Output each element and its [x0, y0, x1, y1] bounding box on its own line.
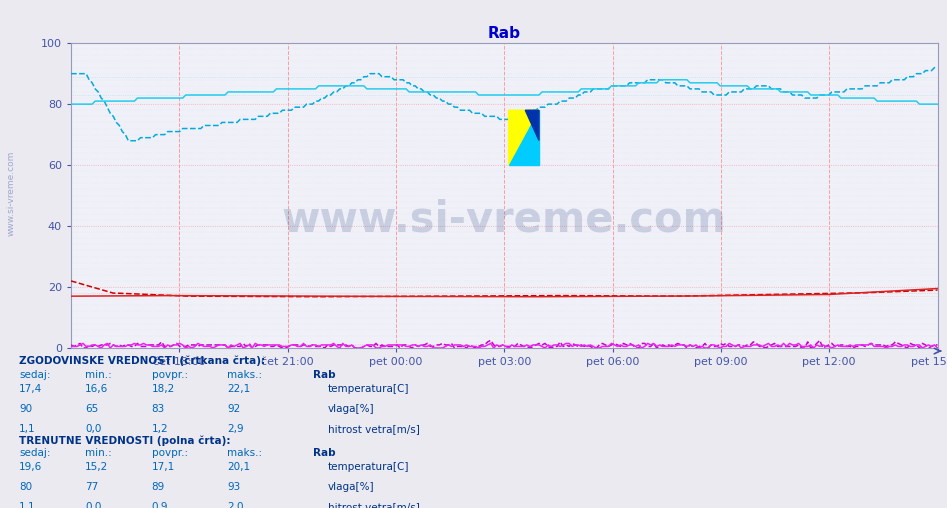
Text: TRENUTNE VREDNOSTI (polna črta):: TRENUTNE VREDNOSTI (polna črta): [19, 435, 230, 446]
Text: 2,9: 2,9 [227, 424, 244, 434]
Text: min.:: min.: [85, 448, 112, 458]
Text: 20,1: 20,1 [227, 462, 250, 472]
Text: 0,0: 0,0 [85, 424, 101, 434]
Text: 92: 92 [227, 404, 241, 414]
Text: maks.:: maks.: [227, 370, 262, 380]
Text: min.:: min.: [85, 370, 112, 380]
Text: 17,4: 17,4 [19, 384, 43, 394]
Text: 93: 93 [227, 482, 241, 492]
Text: ZGODOVINSKE VREDNOSTI (črtkana črta):: ZGODOVINSKE VREDNOSTI (črtkana črta): [19, 356, 265, 366]
Text: 2,0: 2,0 [227, 502, 243, 508]
Text: 17,1: 17,1 [152, 462, 175, 472]
Text: www.si-vreme.com: www.si-vreme.com [282, 199, 726, 241]
Polygon shape [509, 110, 539, 165]
Text: 65: 65 [85, 404, 98, 414]
Text: 1,2: 1,2 [152, 424, 169, 434]
Text: vlaga[%]: vlaga[%] [328, 482, 374, 492]
Text: Rab: Rab [313, 370, 335, 380]
Polygon shape [509, 110, 539, 165]
Text: temperatura[C]: temperatura[C] [328, 384, 409, 394]
Text: www.si-vreme.com: www.si-vreme.com [7, 150, 16, 236]
Text: hitrost vetra[m/s]: hitrost vetra[m/s] [328, 424, 420, 434]
Text: povpr.:: povpr.: [152, 370, 188, 380]
Text: 19,6: 19,6 [19, 462, 43, 472]
Text: 90: 90 [19, 404, 32, 414]
Text: 77: 77 [85, 482, 98, 492]
Text: povpr.:: povpr.: [152, 448, 188, 458]
Text: vlaga[%]: vlaga[%] [328, 404, 374, 414]
Text: 80: 80 [19, 482, 32, 492]
Text: 89: 89 [152, 482, 165, 492]
Text: 18,2: 18,2 [152, 384, 175, 394]
Polygon shape [526, 110, 539, 140]
Text: Rab: Rab [313, 448, 335, 458]
Text: 15,2: 15,2 [85, 462, 109, 472]
Text: 16,6: 16,6 [85, 384, 109, 394]
Text: sedaj:: sedaj: [19, 448, 50, 458]
Text: 0,9: 0,9 [152, 502, 168, 508]
Text: temperatura[C]: temperatura[C] [328, 462, 409, 472]
Text: maks.:: maks.: [227, 448, 262, 458]
Text: 1,1: 1,1 [19, 424, 36, 434]
Text: 0,0: 0,0 [85, 502, 101, 508]
Title: Rab: Rab [488, 25, 521, 41]
Text: hitrost vetra[m/s]: hitrost vetra[m/s] [328, 502, 420, 508]
Text: 1,1: 1,1 [19, 502, 36, 508]
Text: sedaj:: sedaj: [19, 370, 50, 380]
Text: 83: 83 [152, 404, 165, 414]
Text: 22,1: 22,1 [227, 384, 251, 394]
